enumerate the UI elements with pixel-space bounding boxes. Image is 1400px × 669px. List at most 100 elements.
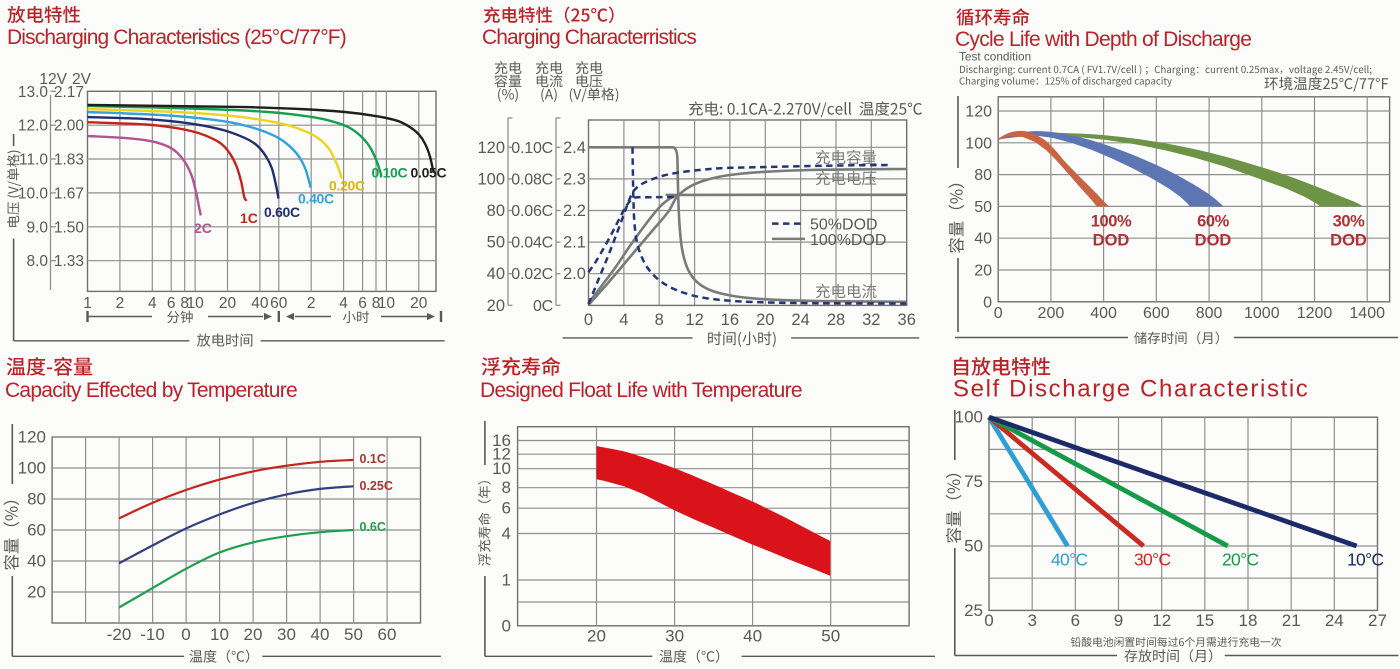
svg-text:32: 32 bbox=[862, 311, 880, 329]
svg-text:21: 21 bbox=[1282, 611, 1301, 630]
svg-text:8: 8 bbox=[502, 478, 511, 497]
svg-text:0: 0 bbox=[502, 616, 511, 635]
svg-text:100: 100 bbox=[965, 135, 992, 152]
svg-text:Designed Float Life with Tempe: Designed Float Life with Temperature bbox=[480, 379, 802, 402]
svg-text:100: 100 bbox=[477, 170, 505, 188]
svg-text:0.05C: 0.05C bbox=[411, 165, 447, 181]
svg-text:50: 50 bbox=[964, 537, 983, 556]
svg-text:Discharging Characteristics (2: Discharging Characteristics (25°C/77°F) bbox=[7, 26, 346, 49]
svg-text:Capacity Effected by Temperatu: Capacity Effected by Temperature bbox=[5, 379, 297, 402]
svg-text:1.67: 1.67 bbox=[54, 185, 84, 202]
svg-text:0.60C: 0.60C bbox=[264, 204, 300, 220]
svg-text:DOD: DOD bbox=[1330, 232, 1367, 250]
svg-text:2: 2 bbox=[116, 295, 125, 312]
svg-text:24: 24 bbox=[1325, 611, 1344, 630]
svg-text:100: 100 bbox=[18, 459, 46, 478]
svg-text:80: 80 bbox=[487, 202, 505, 220]
svg-text:6: 6 bbox=[502, 499, 511, 518]
svg-text:0.6C: 0.6C bbox=[360, 520, 386, 534]
svg-text:20: 20 bbox=[244, 625, 263, 644]
svg-text:8.0: 8.0 bbox=[26, 253, 48, 270]
svg-text:2.4: 2.4 bbox=[563, 139, 586, 157]
svg-text:40: 40 bbox=[974, 231, 992, 248]
svg-text:0C: 0C bbox=[533, 298, 553, 315]
svg-text:1200: 1200 bbox=[1297, 305, 1333, 322]
svg-text:1.50: 1.50 bbox=[54, 219, 85, 236]
svg-text:30: 30 bbox=[277, 625, 296, 644]
svg-text:40: 40 bbox=[251, 295, 269, 312]
svg-text:2.2: 2.2 bbox=[563, 202, 586, 220]
svg-text:6: 6 bbox=[167, 295, 176, 312]
svg-text:3: 3 bbox=[1027, 611, 1036, 630]
svg-text:15: 15 bbox=[1195, 611, 1214, 630]
svg-text:0.10C: 0.10C bbox=[511, 140, 553, 157]
svg-text:20: 20 bbox=[410, 295, 428, 312]
svg-text:0: 0 bbox=[181, 625, 190, 644]
svg-text:4: 4 bbox=[339, 295, 348, 312]
svg-text:4: 4 bbox=[502, 524, 511, 543]
svg-text:0.20C: 0.20C bbox=[329, 178, 365, 194]
svg-text:40: 40 bbox=[27, 552, 46, 571]
svg-text:8: 8 bbox=[372, 295, 381, 312]
svg-text:200: 200 bbox=[1038, 305, 1065, 322]
svg-text:30°C: 30°C bbox=[1134, 550, 1170, 570]
svg-text:40°C: 40°C bbox=[1051, 550, 1087, 570]
svg-text:12: 12 bbox=[685, 311, 703, 329]
svg-text:16: 16 bbox=[721, 311, 739, 329]
svg-text:120: 120 bbox=[965, 104, 992, 121]
svg-text:Charging Characterristics: Charging Characterristics bbox=[482, 26, 696, 49]
svg-text:75: 75 bbox=[964, 472, 983, 491]
svg-text:80: 80 bbox=[974, 167, 992, 184]
svg-text:600: 600 bbox=[1143, 305, 1170, 322]
svg-text:11.0: 11.0 bbox=[19, 152, 48, 169]
svg-text:50: 50 bbox=[821, 627, 840, 646]
svg-text:40: 40 bbox=[487, 265, 505, 283]
svg-text:2.3: 2.3 bbox=[563, 170, 586, 188]
svg-text:2V: 2V bbox=[72, 71, 92, 88]
svg-text:20: 20 bbox=[974, 263, 992, 280]
svg-text:0: 0 bbox=[994, 305, 1003, 322]
svg-text:20°C: 20°C bbox=[1222, 550, 1258, 570]
svg-text:400: 400 bbox=[1090, 305, 1117, 322]
svg-text:4: 4 bbox=[148, 295, 157, 312]
svg-text:12V: 12V bbox=[39, 71, 67, 88]
svg-text:-20: -20 bbox=[107, 625, 132, 644]
svg-text:9: 9 bbox=[1114, 611, 1123, 630]
svg-text:Self Discharge Characteristic: Self Discharge Characteristic bbox=[953, 376, 1309, 403]
svg-text:0: 0 bbox=[984, 611, 993, 630]
svg-text:50: 50 bbox=[344, 625, 363, 644]
svg-text:-10: -10 bbox=[140, 625, 165, 644]
svg-text:120: 120 bbox=[477, 139, 505, 157]
svg-text:10.0: 10.0 bbox=[18, 185, 49, 202]
svg-text:28: 28 bbox=[827, 311, 845, 329]
svg-text:2.1: 2.1 bbox=[563, 234, 586, 252]
svg-text:50: 50 bbox=[487, 234, 505, 252]
svg-text:100%DOD: 100%DOD bbox=[810, 232, 886, 249]
svg-text:1C: 1C bbox=[240, 210, 258, 226]
svg-text:9.0: 9.0 bbox=[26, 219, 48, 236]
svg-text:120: 120 bbox=[18, 428, 46, 447]
svg-text:6: 6 bbox=[1071, 611, 1080, 630]
svg-text:27: 27 bbox=[1368, 611, 1387, 630]
svg-text:40: 40 bbox=[311, 625, 330, 644]
svg-text:16: 16 bbox=[492, 431, 511, 450]
svg-text:50: 50 bbox=[974, 199, 992, 216]
svg-text:0.25C: 0.25C bbox=[360, 479, 393, 493]
svg-text:13.0: 13.0 bbox=[18, 84, 49, 101]
svg-text:0.08C: 0.08C bbox=[511, 171, 553, 188]
svg-text:0.10C: 0.10C bbox=[372, 165, 408, 181]
svg-text:0.04C: 0.04C bbox=[511, 235, 553, 252]
svg-text:1: 1 bbox=[83, 295, 92, 312]
svg-text:2.0: 2.0 bbox=[563, 265, 586, 283]
svg-text:60: 60 bbox=[270, 295, 288, 312]
svg-text:60%: 60% bbox=[1197, 213, 1230, 231]
svg-text:1.33: 1.33 bbox=[54, 253, 84, 270]
svg-text:40: 40 bbox=[743, 627, 762, 646]
svg-text:60: 60 bbox=[27, 521, 46, 540]
svg-text:20: 20 bbox=[756, 311, 774, 329]
svg-text:0.1C: 0.1C bbox=[360, 452, 386, 466]
svg-text:20: 20 bbox=[219, 295, 237, 312]
svg-text:0.40C: 0.40C bbox=[298, 191, 334, 207]
svg-text:DOD: DOD bbox=[1195, 232, 1232, 250]
svg-text:10: 10 bbox=[186, 295, 204, 312]
